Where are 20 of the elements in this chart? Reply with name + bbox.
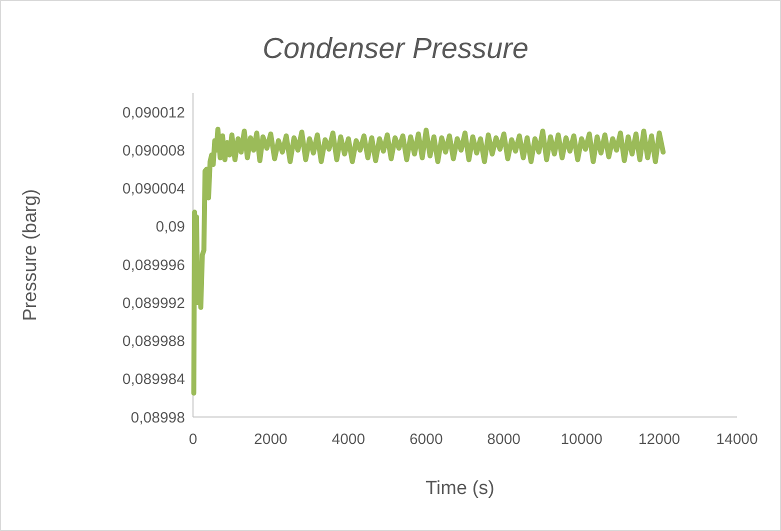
y-tick-label: 0,09 bbox=[156, 218, 185, 236]
x-tick-label: 8000 bbox=[487, 431, 521, 448]
x-tick-label: 4000 bbox=[332, 431, 366, 448]
x-axis-title: Time (s) bbox=[426, 478, 494, 499]
x-tick-label: 14000 bbox=[716, 431, 758, 448]
y-tick-label: 0,089988 bbox=[122, 333, 185, 350]
y-tick-label: 0,090008 bbox=[122, 142, 185, 160]
x-tick-label: 0 bbox=[188, 431, 198, 448]
y-tick-label: 0,090004 bbox=[122, 180, 185, 198]
y-tick-label: 0,08998 bbox=[130, 409, 185, 426]
x-tick-label: 10000 bbox=[560, 431, 602, 448]
x-tick-label: 12000 bbox=[638, 431, 680, 448]
chart-title: Condenser Pressure bbox=[262, 33, 528, 65]
x-tick-label: 2000 bbox=[254, 431, 288, 448]
y-tick-label: 0,089996 bbox=[122, 256, 185, 274]
y-tick-label: 0,089984 bbox=[122, 371, 185, 388]
x-tick-label: 6000 bbox=[409, 431, 443, 448]
y-axis-title: Pressure (barg) bbox=[20, 189, 41, 321]
y-tick-label: 0,089992 bbox=[122, 294, 185, 312]
y-tick-label: 0,090012 bbox=[122, 104, 185, 122]
